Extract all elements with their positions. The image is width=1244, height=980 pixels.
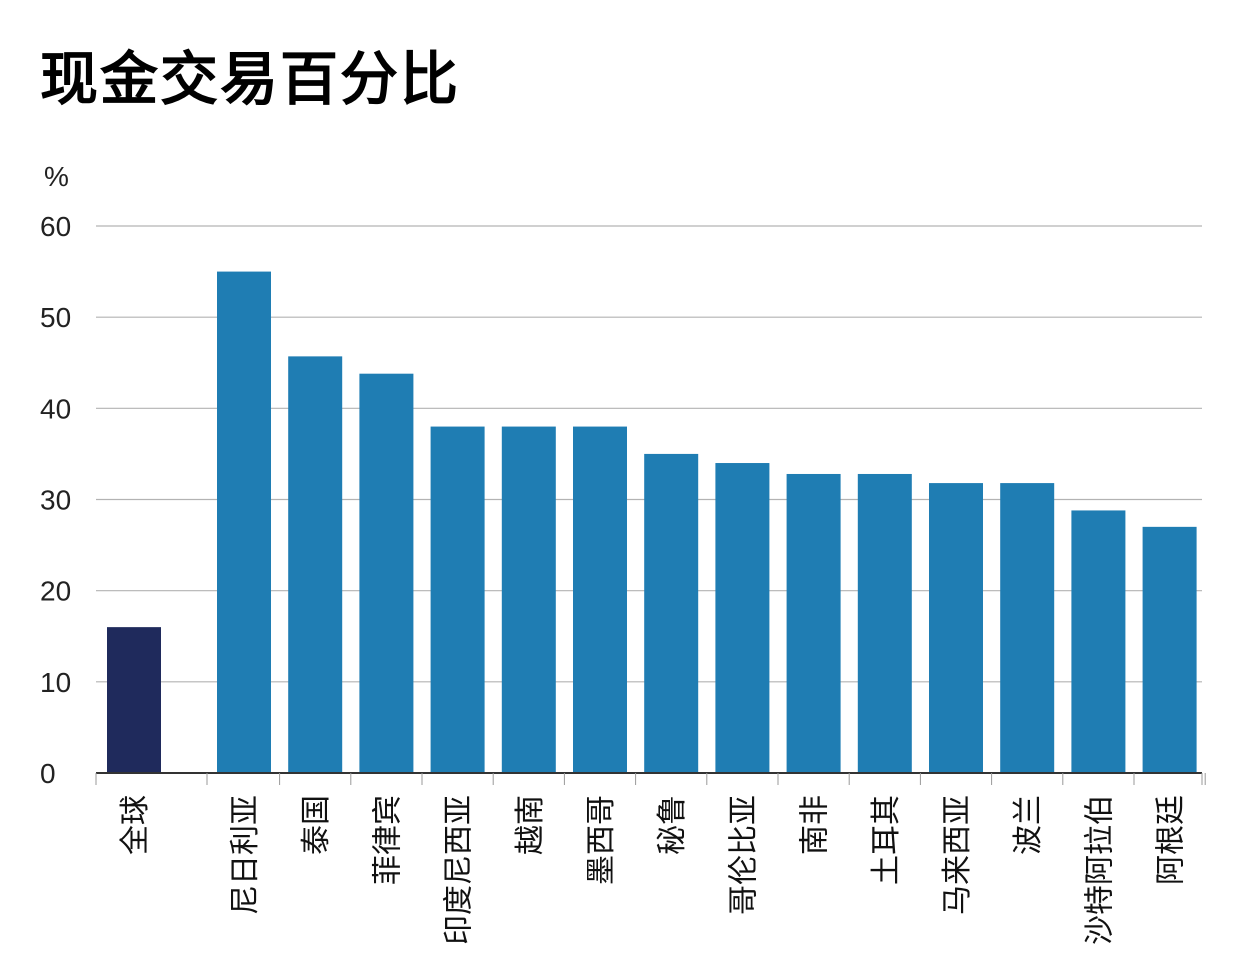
y-axis-unit-label: %: [44, 161, 69, 192]
bar: [715, 463, 770, 773]
bar: [217, 271, 271, 773]
bar: [786, 473, 841, 773]
bar: [929, 483, 983, 773]
y-tick-label: 30: [40, 485, 71, 516]
bar: [288, 356, 343, 773]
bar: [501, 426, 556, 773]
x-category-label: 南非: [798, 795, 833, 855]
bar: [1000, 483, 1055, 773]
x-category-label: 波兰: [1011, 795, 1046, 855]
bar: [430, 426, 485, 773]
y-tick-label: 40: [40, 393, 71, 424]
x-category-label: 阿根廷: [1154, 795, 1189, 885]
x-category-label: 秘鲁: [655, 795, 690, 855]
x-category-label: 马来西亚: [940, 795, 975, 915]
x-category-label: 印度尼西亚: [442, 795, 477, 945]
x-category-label: 越南: [513, 795, 548, 855]
x-category-label: 沙特阿拉伯: [1082, 795, 1117, 945]
x-category-label: 土耳其: [869, 795, 904, 885]
bar: [359, 373, 414, 773]
x-category-label: 哥伦比亚: [726, 795, 761, 915]
y-tick-label: 60: [40, 211, 71, 242]
y-tick-label: 50: [40, 302, 71, 333]
bar: [107, 627, 161, 773]
bar: [1142, 526, 1197, 773]
y-tick-label: 20: [40, 576, 71, 607]
bar: [1071, 510, 1126, 773]
x-category-label: 泰国: [299, 795, 334, 855]
axes: [95, 772, 1206, 785]
x-category-label: 菲律宾: [370, 795, 405, 885]
bar: [644, 453, 699, 773]
x-category-label: 墨西哥: [584, 795, 619, 885]
y-tick-label: 10: [40, 667, 71, 698]
category-labels: 全球 尼日利亚 泰国 菲律宾 印度尼西亚 越南 墨西哥 秘鲁 哥伦比亚 南非 土耳其 马来西亚 波兰 沙特…: [118, 795, 1189, 945]
x-category-label: 全球: [118, 795, 153, 855]
bar: [857, 473, 912, 773]
bar: [573, 426, 627, 773]
chart-title: 现金交易百分比: [40, 45, 461, 113]
bars: [107, 271, 1197, 773]
y-tick-label: 0: [40, 758, 56, 789]
x-category-label: 尼日利亚: [228, 795, 263, 915]
